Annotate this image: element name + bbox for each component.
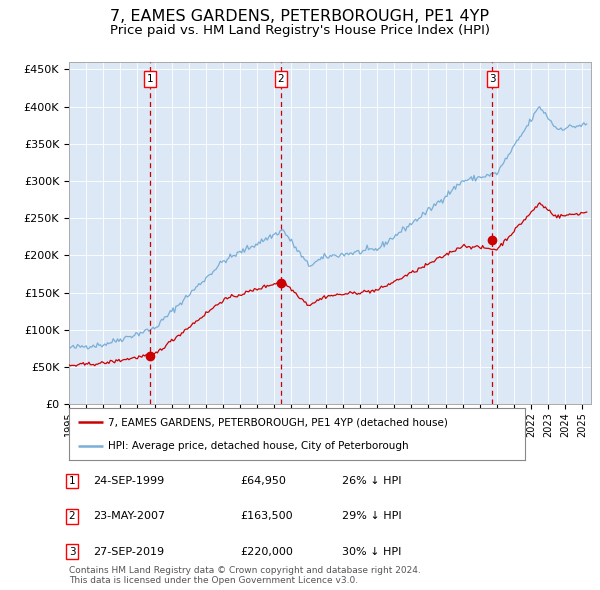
- Text: 7, EAMES GARDENS, PETERBOROUGH, PE1 4YP: 7, EAMES GARDENS, PETERBOROUGH, PE1 4YP: [110, 9, 490, 24]
- Text: 26% ↓ HPI: 26% ↓ HPI: [342, 476, 401, 486]
- Text: 1: 1: [68, 476, 76, 486]
- Text: 7, EAMES GARDENS, PETERBOROUGH, PE1 4YP (detached house): 7, EAMES GARDENS, PETERBOROUGH, PE1 4YP …: [108, 417, 448, 427]
- Text: 23-MAY-2007: 23-MAY-2007: [93, 512, 165, 521]
- Text: £64,950: £64,950: [240, 476, 286, 486]
- Text: £220,000: £220,000: [240, 547, 293, 556]
- Text: 2: 2: [278, 74, 284, 84]
- Text: Contains HM Land Registry data © Crown copyright and database right 2024.
This d: Contains HM Land Registry data © Crown c…: [69, 566, 421, 585]
- Text: 1: 1: [146, 74, 153, 84]
- Text: 3: 3: [489, 74, 496, 84]
- Text: 24-SEP-1999: 24-SEP-1999: [93, 476, 164, 486]
- Text: 30% ↓ HPI: 30% ↓ HPI: [342, 547, 401, 556]
- Text: £163,500: £163,500: [240, 512, 293, 521]
- Text: 29% ↓ HPI: 29% ↓ HPI: [342, 512, 401, 521]
- Text: 3: 3: [68, 547, 76, 556]
- Text: 2: 2: [68, 512, 76, 521]
- Text: 27-SEP-2019: 27-SEP-2019: [93, 547, 164, 556]
- Text: Price paid vs. HM Land Registry's House Price Index (HPI): Price paid vs. HM Land Registry's House …: [110, 24, 490, 37]
- Text: HPI: Average price, detached house, City of Peterborough: HPI: Average price, detached house, City…: [108, 441, 409, 451]
